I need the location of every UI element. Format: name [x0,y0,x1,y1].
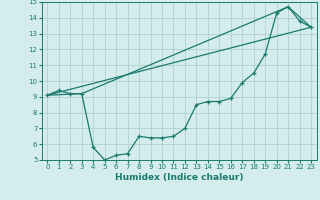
X-axis label: Humidex (Indice chaleur): Humidex (Indice chaleur) [115,173,244,182]
